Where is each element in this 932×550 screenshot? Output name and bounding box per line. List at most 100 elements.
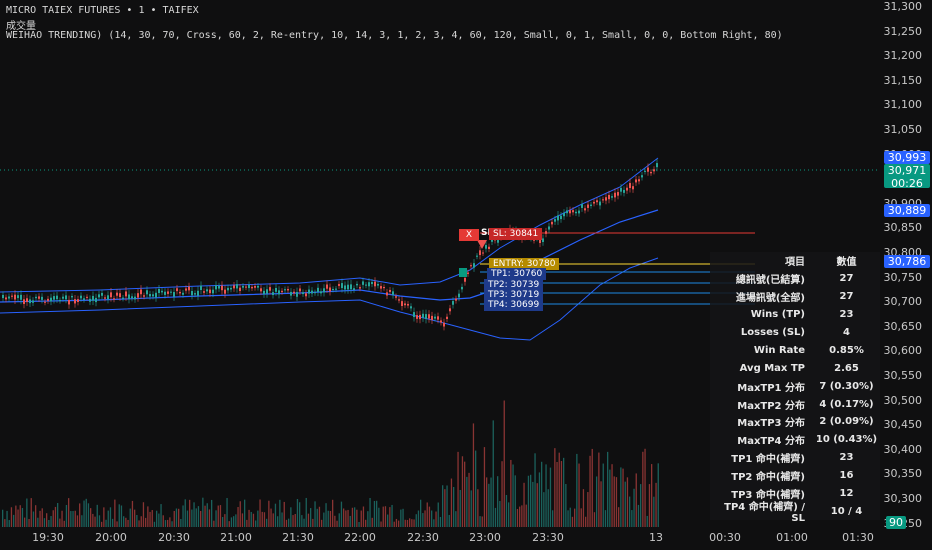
candle-body (116, 292, 118, 296)
candle-body (653, 169, 655, 172)
upper-band-price-tag: 30,993 (884, 151, 930, 164)
stats-row-label: MaxTP2 分布 (737, 400, 805, 412)
volume-bar (620, 467, 622, 527)
candle-body (5, 297, 7, 300)
stats-row-value: 10 / 4 (830, 505, 863, 517)
last-price-tag: 30,971 00:26 (884, 164, 930, 190)
volume-bar (655, 482, 657, 527)
stop-loss-label: SL: 30841 (489, 228, 543, 240)
candle-body (572, 210, 574, 213)
stats-row-value: 27 (839, 273, 854, 285)
volume-bar (519, 506, 521, 527)
volume-bar (224, 514, 226, 527)
volume-bar (290, 507, 292, 527)
candle-body (197, 290, 199, 296)
sell-badge[interactable]: X (459, 229, 479, 241)
stats-row-label: TP1 命中(補齊) (731, 454, 805, 466)
volume-bar (415, 514, 417, 527)
volume-bar (136, 515, 138, 527)
price-axis-label: 30,700 (883, 295, 923, 309)
candle-body (314, 292, 316, 294)
candle-body (584, 208, 586, 211)
candle-body (254, 285, 256, 288)
stats-row-value: 7 (0.30%) (819, 380, 874, 392)
price-axis-label: 30,750 (883, 270, 923, 284)
candle-body (428, 314, 430, 319)
volume-bar (585, 516, 587, 527)
candle-body (329, 287, 331, 292)
candle-body (164, 291, 166, 295)
volume-bar (580, 508, 582, 527)
candle-body (470, 265, 472, 267)
volume-bar (127, 519, 129, 527)
volume-bar (15, 505, 17, 527)
volume-bar (178, 508, 180, 527)
candle-body (299, 288, 301, 292)
volume-bar (547, 489, 549, 527)
volume-bar (516, 508, 519, 527)
volume-bar (622, 468, 624, 527)
candle-body (269, 287, 271, 291)
volume-bar (109, 507, 112, 527)
volume-bar (536, 483, 538, 527)
price-axis-label: 30,850 (883, 221, 923, 235)
candle-body (614, 192, 616, 198)
volume-bar (208, 509, 211, 527)
candle-body (620, 187, 622, 192)
candle-body (599, 201, 601, 206)
volume-bar (417, 510, 420, 527)
volume-bar (169, 517, 171, 527)
stats-row: 總訊號(已結算) 27 (710, 270, 880, 288)
volume-bar (640, 484, 642, 527)
volume-bar (65, 504, 68, 527)
candle-body (230, 287, 232, 290)
buy-badge-icon[interactable] (459, 268, 467, 277)
volume-bar (367, 511, 369, 527)
volume-bar (398, 520, 400, 527)
candle-body (344, 285, 346, 290)
volume-bar (283, 501, 285, 527)
volume-bar (334, 515, 336, 527)
volume-bar (373, 500, 376, 527)
candle-body (221, 285, 223, 291)
volume-bar (175, 508, 178, 527)
volume-bar (604, 510, 607, 527)
candle-body (446, 316, 448, 319)
candle-body (422, 313, 424, 318)
volume-bar (123, 516, 125, 527)
volume-bar (68, 498, 70, 527)
volume-bar (301, 515, 303, 527)
stats-row: TP3 命中(補齊) 12 (710, 485, 880, 503)
stats-row: Win Rate 0.85% (710, 341, 880, 359)
volume-bar (453, 486, 455, 527)
volume-bar (488, 483, 490, 527)
candle-body (293, 291, 295, 294)
volume-bar (147, 506, 149, 527)
volume-bar (578, 463, 580, 527)
stats-row-value: 10 (0.43%) (815, 434, 878, 446)
time-axis-label: 00:30 (709, 531, 741, 544)
candle-body (107, 295, 109, 300)
volume-bar (2, 509, 4, 527)
volume-bar (527, 475, 530, 527)
candle-body (371, 282, 373, 285)
volume-bar (41, 508, 43, 527)
tp4-label: TP4: 30699 (484, 299, 544, 311)
volume-bar (193, 502, 195, 527)
candle-body (92, 295, 94, 301)
volume-bar (316, 508, 318, 527)
volume-bar (294, 513, 296, 527)
volume-bar (296, 498, 299, 527)
stats-row-label: TP4 命中(補齊) / SL (724, 502, 805, 525)
volume-bar (279, 499, 281, 527)
volume-bar (587, 492, 589, 527)
volume-bar (543, 492, 545, 527)
volume-bar (393, 521, 395, 527)
candle-body (323, 288, 325, 293)
candle-body (596, 200, 598, 203)
volume-bar (618, 507, 620, 527)
candle-body (206, 289, 208, 292)
candle-body (101, 292, 103, 296)
candle-body (626, 187, 628, 191)
candle-body (224, 289, 226, 294)
